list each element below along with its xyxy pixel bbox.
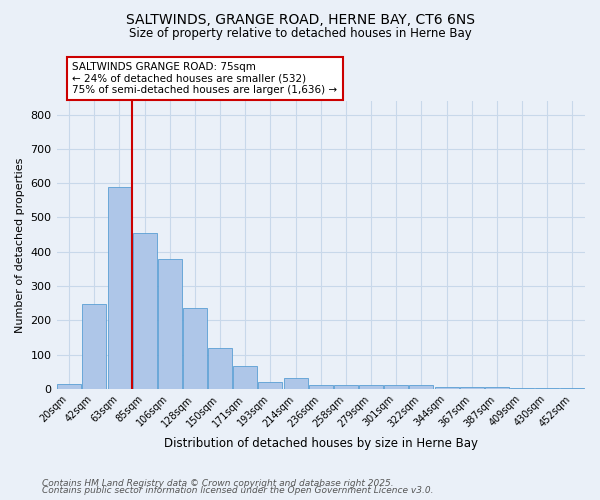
Bar xyxy=(485,387,509,389)
Bar xyxy=(334,385,358,389)
Bar xyxy=(284,378,308,389)
Text: Contains public sector information licensed under the Open Government Licence v3: Contains public sector information licen… xyxy=(42,486,433,495)
Bar xyxy=(208,348,232,389)
Bar xyxy=(460,387,484,389)
Bar xyxy=(409,386,433,389)
Bar xyxy=(385,386,408,389)
Text: SALTWINDS, GRANGE ROAD, HERNE BAY, CT6 6NS: SALTWINDS, GRANGE ROAD, HERNE BAY, CT6 6… xyxy=(125,12,475,26)
Bar xyxy=(259,382,283,389)
Text: Contains HM Land Registry data © Crown copyright and database right 2025.: Contains HM Land Registry data © Crown c… xyxy=(42,478,394,488)
Bar xyxy=(359,386,383,389)
Bar xyxy=(183,308,207,389)
Text: SALTWINDS GRANGE ROAD: 75sqm
← 24% of detached houses are smaller (532)
75% of s: SALTWINDS GRANGE ROAD: 75sqm ← 24% of de… xyxy=(73,62,338,95)
Bar xyxy=(158,260,182,389)
Bar xyxy=(309,386,333,389)
Bar xyxy=(107,186,131,389)
Bar xyxy=(133,233,157,389)
X-axis label: Distribution of detached houses by size in Herne Bay: Distribution of detached houses by size … xyxy=(164,437,478,450)
Bar xyxy=(57,384,81,389)
Bar xyxy=(434,387,458,389)
Text: Size of property relative to detached houses in Herne Bay: Size of property relative to detached ho… xyxy=(128,28,472,40)
Bar xyxy=(82,304,106,389)
Bar xyxy=(560,388,584,389)
Bar xyxy=(510,388,534,389)
Bar xyxy=(233,366,257,389)
Y-axis label: Number of detached properties: Number of detached properties xyxy=(15,157,25,332)
Bar xyxy=(535,388,559,389)
